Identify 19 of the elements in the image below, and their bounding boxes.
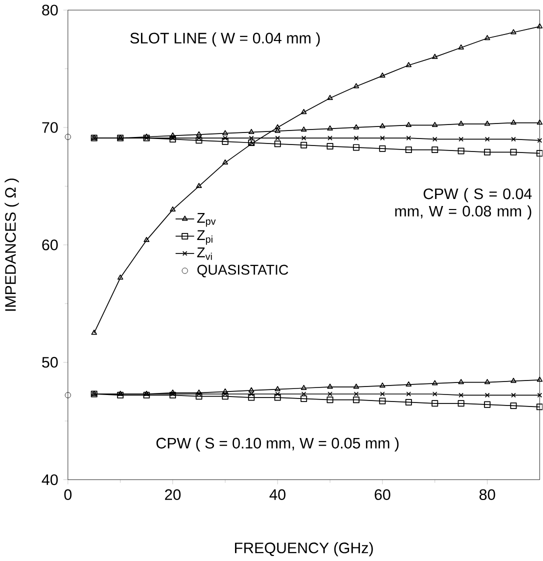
legend-label: Z$_{vi}$ bbox=[197, 248, 212, 260]
x-tick-label: 20 bbox=[165, 489, 181, 500]
x-tick-label: 80 bbox=[480, 489, 496, 500]
annotation: CPW ( S = 0.04 mm, W = 0.08 mm ) bbox=[395, 188, 532, 220]
annotation: SLOT LINE ( W = 0.04 mm ) bbox=[130, 32, 320, 47]
x-axis-title: FREQUENCY (GHz) bbox=[235, 542, 374, 556]
x-tick-label: 40 bbox=[270, 489, 286, 500]
legend-label: Z$_{pv}$ bbox=[197, 213, 216, 227]
y-axis-title: IMPEDANCES ( Ω ) bbox=[4, 178, 20, 311]
legend-label: QUASISTATIC bbox=[198, 264, 288, 278]
y-tick-label: 80 bbox=[42, 4, 58, 16]
x-tick-label: 0 bbox=[64, 489, 72, 500]
annotation: CPW ( S = 0.10 mm, W = 0.05 mm ) bbox=[156, 437, 399, 452]
legend-label: Z$_{pi}$ bbox=[197, 230, 213, 245]
y-tick-label: 50 bbox=[42, 356, 58, 368]
y-tick-label: 40 bbox=[42, 474, 58, 486]
y-tick-label: 60 bbox=[42, 240, 58, 250]
x-tick-label: 60 bbox=[374, 489, 391, 500]
y-tick-label: 70 bbox=[42, 122, 58, 133]
